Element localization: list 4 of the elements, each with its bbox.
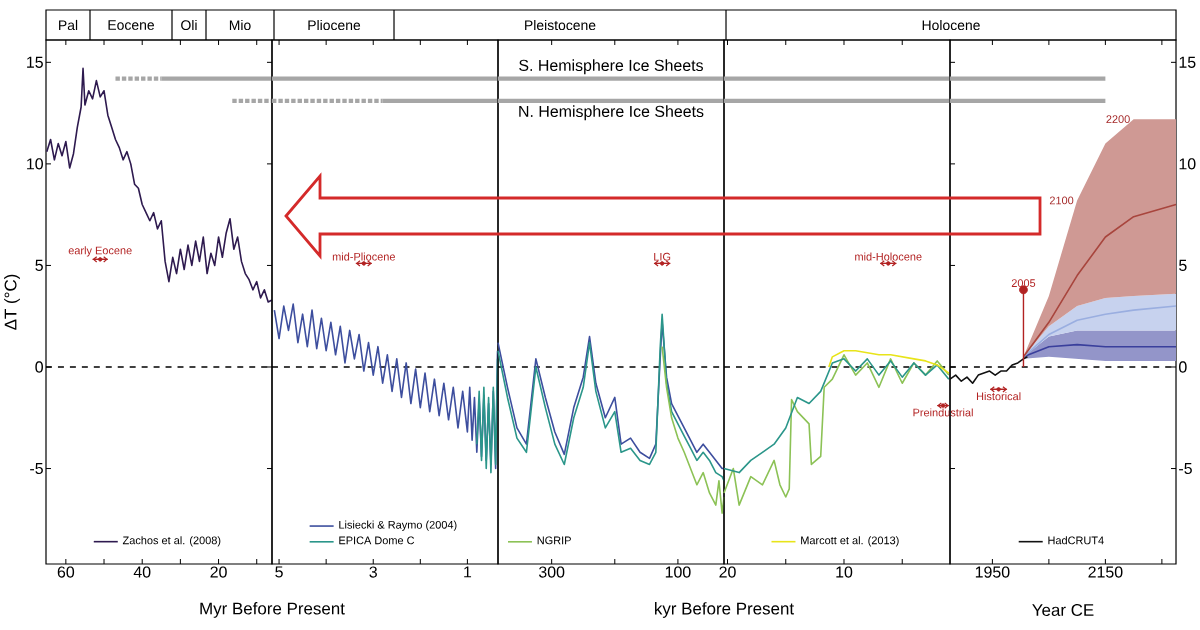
x-axis-title: Year CE	[1032, 604, 1094, 616]
x-axis-title: Myr Before Present	[200, 602, 345, 618]
x-axis-title: kyr Before Present	[655, 602, 794, 618]
y-axis-title: ΔT (°C)	[4, 274, 20, 330]
